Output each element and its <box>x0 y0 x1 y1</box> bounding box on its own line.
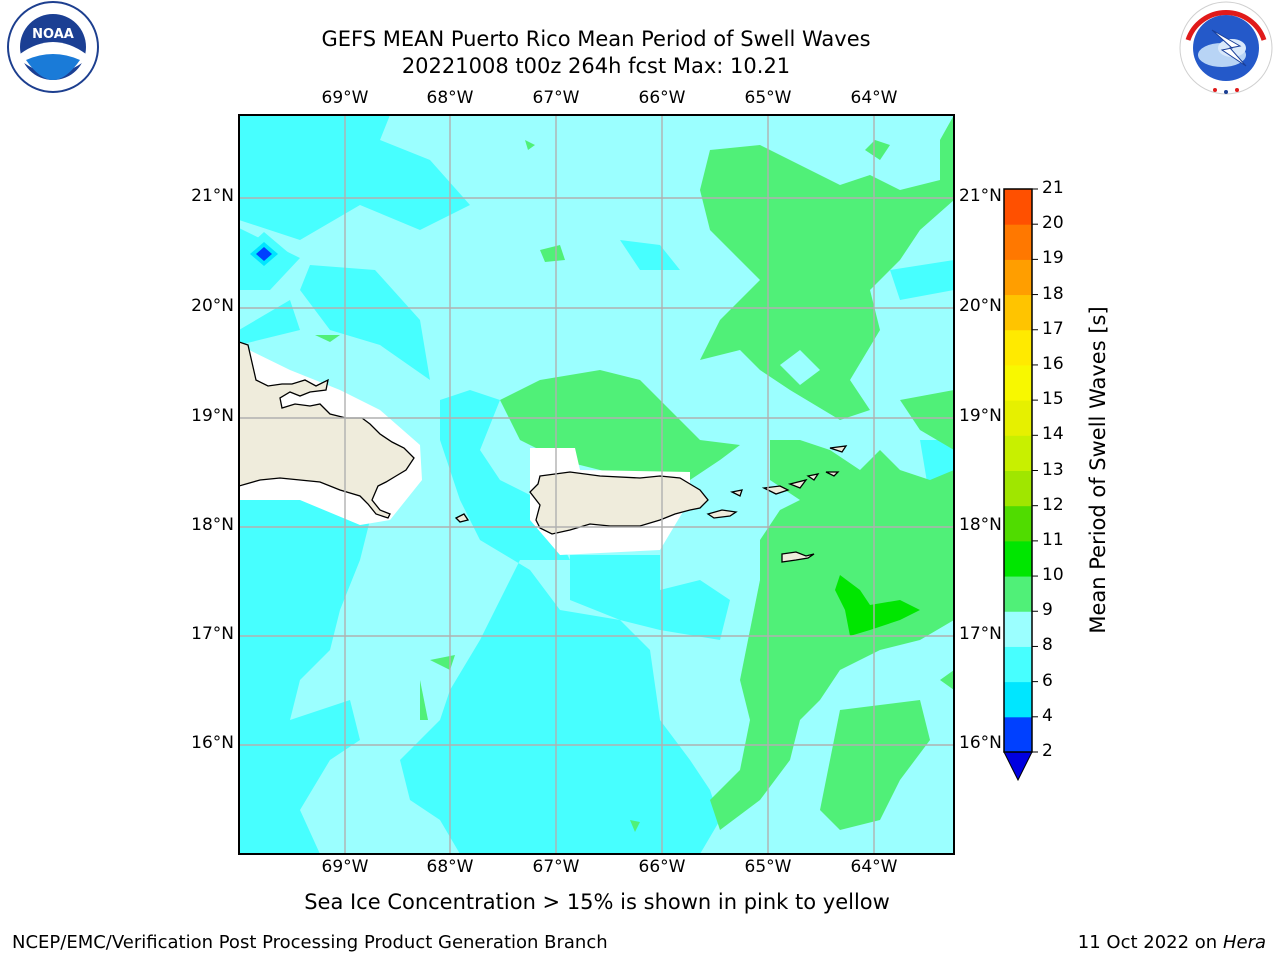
map-frame <box>238 114 955 855</box>
colorbar-segment <box>1004 540 1032 577</box>
lat-label-right: 17°N <box>959 624 1002 644</box>
lon-label-bottom: 69°W <box>321 857 369 877</box>
st-croix <box>781 551 815 563</box>
noaa-logo-text: NOAA <box>32 27 74 42</box>
colorbar-tick-label: 14 <box>1042 424 1064 445</box>
colorbar-segment <box>1004 224 1032 260</box>
lon-label-bottom: 65°W <box>744 857 792 877</box>
colorbar-segment <box>1004 329 1032 366</box>
colorbar-under-arrow <box>1003 751 1033 782</box>
footer-date: 11 Oct 2022 on Hera <box>1078 932 1266 953</box>
colorbar-segment <box>1004 576 1032 612</box>
contour-9-10s <box>315 115 954 832</box>
colorbar-tick-label: 8 <box>1042 635 1053 656</box>
colorbar-tick-label: 16 <box>1042 353 1064 374</box>
lat-label-left: 18°N <box>191 515 234 535</box>
lon-label-top: 66°W <box>638 88 686 108</box>
colorbar-segment <box>1004 294 1032 331</box>
colorbar-tick-label: 10 <box>1042 565 1064 586</box>
national-weather-service-logo <box>1179 1 1273 95</box>
lon-label-top: 65°W <box>744 88 792 108</box>
lat-label-right: 21°N <box>959 186 1002 206</box>
colorbar-segment <box>1004 259 1032 296</box>
colorbar-tick-label: 9 <box>1042 600 1053 621</box>
colorbar-tick-label: 17 <box>1042 318 1064 339</box>
colorbar-segment <box>1004 681 1032 718</box>
lon-label-top: 69°W <box>321 88 369 108</box>
lon-label-top: 68°W <box>426 88 474 108</box>
colorbar-tick-label: 15 <box>1042 389 1064 410</box>
colorbar-segment <box>1004 505 1032 542</box>
footer-host: Hera <box>1222 932 1266 953</box>
colorbar-tick-label: 12 <box>1042 494 1064 515</box>
lat-label-left: 20°N <box>191 296 234 316</box>
colorbar-tick-label: 21 <box>1042 178 1064 198</box>
lat-label-right: 20°N <box>959 296 1002 316</box>
contour-6-8s <box>239 115 954 854</box>
colorbar-tick-label: 13 <box>1042 459 1064 480</box>
colorbar-tick-label: 2 <box>1042 741 1053 761</box>
colorbar-segment <box>1004 716 1032 753</box>
colorbar-segment <box>1004 400 1032 436</box>
footer-branch: NCEP/EMC/Verification Post Processing Pr… <box>12 932 608 953</box>
lon-label-bottom: 66°W <box>638 857 686 877</box>
colorbar-tick-label: 18 <box>1042 283 1064 304</box>
colorbar <box>1003 188 1038 782</box>
colorbar-segment <box>1004 435 1032 471</box>
lat-label-left: 19°N <box>191 406 234 426</box>
colorbar-tick-label: 20 <box>1042 213 1064 234</box>
colorbar-segment <box>1004 364 1032 401</box>
land-masses <box>239 341 848 563</box>
lat-label-left: 16°N <box>191 733 234 753</box>
noaa-logo: NOAA <box>7 1 99 93</box>
contour-10-11s <box>835 575 920 636</box>
colorbar-segment <box>1004 189 1032 225</box>
lon-label-top: 64°W <box>850 88 898 108</box>
colorbar-title: Mean Period of Swell Waves [s] <box>1086 306 1110 634</box>
graticule <box>239 115 954 854</box>
sea-ice-note: Sea Ice Concentration > 15% is shown in … <box>304 890 890 914</box>
lon-label-bottom: 67°W <box>532 857 580 877</box>
lat-label-right: 19°N <box>959 406 1002 426</box>
swell-period-field <box>239 115 954 854</box>
lon-label-bottom: 64°W <box>850 857 898 877</box>
contour-2-4s <box>256 247 272 261</box>
colorbar-segment <box>1004 611 1032 647</box>
colorbar-segment <box>1004 646 1032 683</box>
map-title: GEFS MEAN Puerto Rico Mean Period of Swe… <box>321 27 871 51</box>
colorbar-tick-label: 6 <box>1042 670 1053 691</box>
puerto-rico <box>529 471 709 535</box>
lat-label-left: 17°N <box>191 624 234 644</box>
lon-label-top: 67°W <box>532 88 580 108</box>
lat-label-right: 18°N <box>959 515 1002 535</box>
lat-label-right: 16°N <box>959 733 1002 753</box>
colorbar-tick-label: 11 <box>1042 529 1064 550</box>
footer-date-text: 11 Oct 2022 on <box>1077 932 1223 953</box>
colorbar-tick-label: 19 <box>1042 248 1064 269</box>
colorbar-tick-label: 4 <box>1042 705 1053 726</box>
hispaniola <box>239 341 415 519</box>
colorbar-segment <box>1004 470 1032 507</box>
map-subtitle: 20221008 t00z 264h fcst Max: 10.21 <box>401 54 791 78</box>
lat-label-left: 21°N <box>191 186 234 206</box>
lon-label-bottom: 68°W <box>426 857 474 877</box>
